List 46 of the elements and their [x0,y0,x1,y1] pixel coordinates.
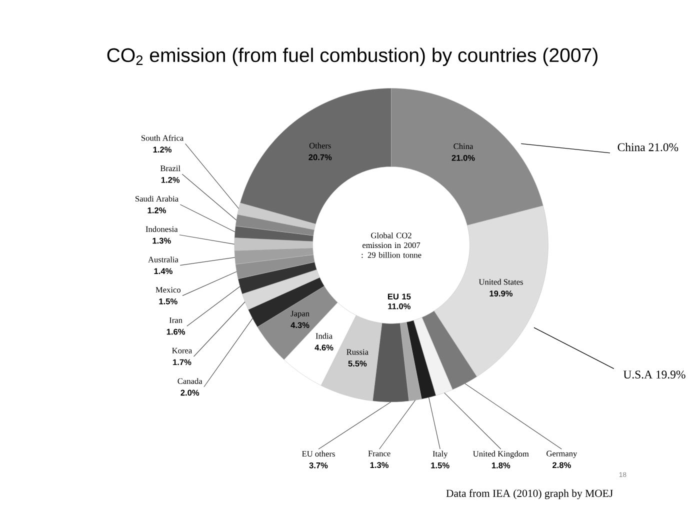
slice-label: United States [478,278,523,285]
data-label: 20.7% [308,154,332,160]
data-label: 3.7% [309,462,328,468]
slice-label: Russia [346,349,368,355]
text: EU 15 11.0% [388,294,411,310]
slice-label: Indonesia [146,226,178,232]
slice-label: Brazil [160,165,180,172]
slice-label: Mexico [156,287,181,293]
data-label: 1.5% [431,462,450,468]
text: China 21.0% [618,142,678,152]
slice-label: Canada [178,378,202,384]
slice-label: Saudi Arabia [136,196,178,202]
chart-title: CO$_{2}$ emission (from fuel combustion) by countries (2007) [107,48,598,66]
slice-label: EU others [302,450,335,457]
slice-label: United Kingdom [473,450,529,458]
slice-label: Korea [172,348,192,354]
data-label: 1.4% [154,268,172,274]
data-label: 21.0% [452,154,475,161]
slice-label: Italy [432,450,448,458]
data-label: 1.3% [370,462,389,468]
data-label: 4.3% [290,322,310,328]
data-label: 1.6% [166,328,186,335]
data-label: 2.0% [180,390,200,396]
text: U.S.A 19.9% [623,370,686,379]
slice-label: Australia [148,256,178,262]
slice-label: Japan [290,310,310,318]
slice-label: Germany [546,450,578,458]
slice-label: Iran [169,317,182,323]
data-label: 1.7% [173,359,192,366]
slice-label: France [368,450,390,456]
data-label: 5.5% [348,360,367,367]
text: Data from IEA (2010) graph by MOEJ [446,489,613,500]
data-label: 1.2% [148,207,166,214]
data-label: 19.9% [490,290,513,296]
data-label: 2.8% [552,462,571,468]
slice-label: India [316,332,332,339]
text: Global CO2 emission in 2007 : 29 billion tonne [362,232,422,258]
slice-label: South Africa [142,134,184,141]
data-label: 1.5% [159,298,178,304]
data-label: 1.3% [152,238,171,244]
data-label: 1.2% [153,146,172,153]
slice-label: China [454,143,474,150]
data-label: 1.2% [161,177,180,183]
slice-label: Others [309,142,331,148]
data-label: 1.8% [492,462,510,468]
data-label: 4.6% [314,344,334,351]
